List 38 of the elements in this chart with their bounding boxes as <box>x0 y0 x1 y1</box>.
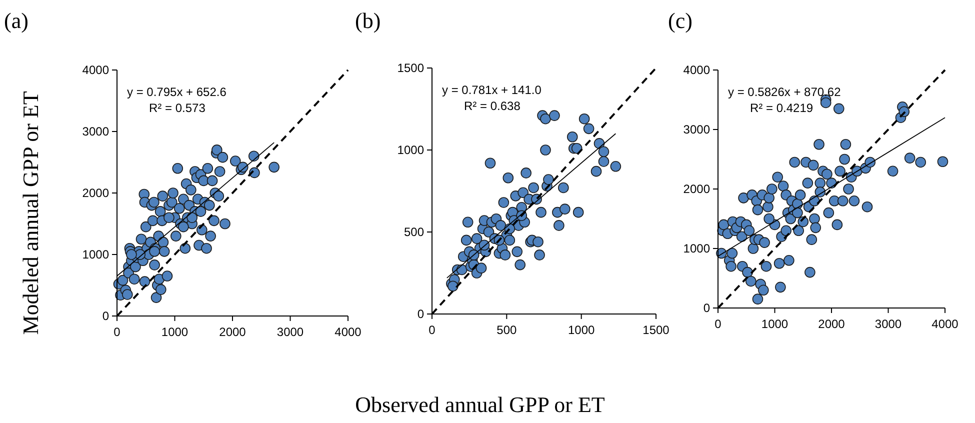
x-tick-label: 2000 <box>818 317 846 331</box>
x-tick-label: 1000 <box>568 323 596 337</box>
annotation: y = 0.781x + 141.0 <box>442 83 542 97</box>
chart-title: (a) <box>4 8 28 33</box>
x-tick-label: 4000 <box>334 325 362 339</box>
chart-title: (b) <box>355 8 381 33</box>
y-tick-label: 0 <box>703 301 710 315</box>
x-tick-label: 1500 <box>642 323 670 337</box>
annotation: y = 0.5826x + 870.62 <box>728 85 842 99</box>
y-tick-label: 2000 <box>683 182 710 196</box>
x-tick-label: 4000 <box>932 317 959 331</box>
annotation: R² = 0.573 <box>149 101 206 115</box>
y-tick-label: 1000 <box>82 248 110 262</box>
x-tick-label: 2000 <box>219 325 246 339</box>
x-tick-label: 3000 <box>276 325 304 339</box>
y-tick-label: 0 <box>417 307 424 321</box>
y-tick-label: 1000 <box>683 242 710 256</box>
y-tick-label: 500 <box>404 225 424 239</box>
x-tick-label: 500 <box>496 323 517 337</box>
y-tick-label: 4000 <box>683 63 710 77</box>
x-tick-label: 3000 <box>874 317 902 331</box>
x-tick-label: 0 <box>428 323 436 337</box>
annotation: y = 0.795x + 652.6 <box>127 85 227 99</box>
annotation: R² = 0.638 <box>464 99 521 113</box>
y-tick-label: 3000 <box>683 122 710 136</box>
x-tick-label: 0 <box>114 325 121 339</box>
chart-title: (c) <box>668 8 692 33</box>
x-tick-label: 1000 <box>161 325 188 339</box>
x-tick-label: 0 <box>714 317 722 331</box>
x-axis-title: Observed annual GPP or ET <box>355 392 606 417</box>
y-tick-label: 4000 <box>82 63 110 77</box>
y-axis-title: Modeled annual GPP or ET <box>18 90 43 335</box>
y-tick-label: 3000 <box>82 124 110 138</box>
annotation: R² = 0.4219 <box>750 101 814 115</box>
x-tick-label: 1000 <box>761 317 788 331</box>
y-tick-label: 1000 <box>397 143 424 157</box>
y-tick-label: 1500 <box>397 61 424 75</box>
y-tick-label: 2000 <box>82 186 110 200</box>
